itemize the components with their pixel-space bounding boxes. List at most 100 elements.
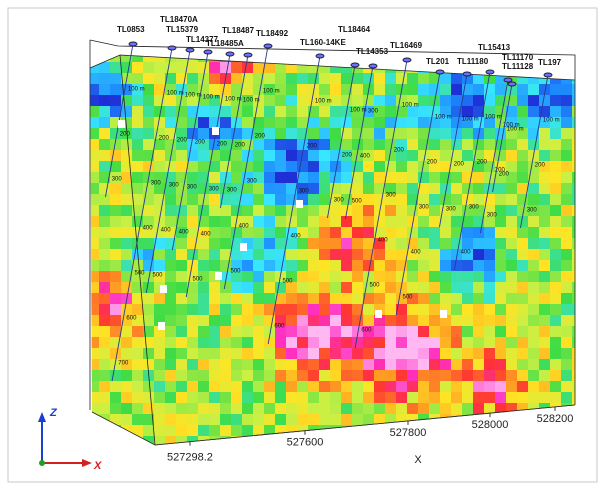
voxel [165,73,177,85]
x-tick-label: 528000 [472,419,509,431]
voxel [429,359,441,371]
drillhole-trace [111,47,173,382]
voxel [341,139,353,151]
voxel [154,205,166,217]
voxel [506,282,518,294]
voxel [264,172,276,184]
voxel [429,227,441,239]
voxel [572,260,575,272]
voxel [473,205,485,217]
voxel [275,161,287,173]
voxel [451,392,463,404]
voxel [550,139,562,151]
voxel [363,392,375,404]
voxel [396,282,408,294]
voxel [473,106,485,118]
voxel [99,403,111,415]
x-axis-title: X [414,454,422,466]
voxel [132,62,144,74]
voxel [374,249,386,261]
depth-label: 300 [299,189,310,195]
voxel [561,304,573,316]
voxel [110,194,122,206]
voxel [154,348,166,360]
depth-label: 300 [169,183,180,189]
voxel [550,381,562,393]
voxel [385,370,397,382]
voxel [528,73,540,85]
voxel [528,194,540,206]
voxel [132,55,144,63]
voxel [528,315,540,327]
voxel [550,337,562,349]
voxel [110,227,122,239]
collar [128,41,138,47]
voxel [462,150,474,162]
voxel [550,128,562,140]
voxel [90,205,100,217]
voxel [132,238,144,250]
voxel [264,128,276,140]
voxel [165,260,177,272]
voxel [517,117,529,129]
voxel [396,359,408,371]
voxel [440,106,452,118]
voxel [275,271,287,283]
voxel [154,271,166,283]
voxel [363,172,375,184]
voxel [132,315,144,327]
voxel [121,260,133,272]
voxel [110,392,122,404]
voxel [187,381,199,393]
voxel [352,139,364,151]
voxel [363,150,375,162]
voxel [572,84,575,96]
voxel [539,139,551,151]
voxel [121,370,133,382]
voxel [484,84,496,96]
voxel [385,359,397,371]
voxel [121,238,133,250]
voxel [275,183,287,195]
voxel [418,403,430,415]
voxel [286,293,298,305]
voxel [110,414,122,426]
voxel [396,249,408,261]
voxel [374,326,386,338]
voxel [90,117,100,129]
voxel [90,403,100,415]
voxel [352,172,364,184]
voxel [253,337,265,349]
voxel [517,150,529,162]
voxel [165,337,177,349]
voxel [253,183,265,195]
voxel [517,260,529,272]
voxel [90,381,100,393]
voxel [561,227,573,239]
voxel [275,205,287,217]
hole-label: TL11180 [457,57,489,66]
voxel [143,359,155,371]
voxel [550,370,562,382]
voxel [264,370,276,382]
hole-label: TL14353 [356,47,389,56]
voxel [407,348,419,360]
hole-label: TL18485A [206,39,244,48]
depth-label: 400 [161,228,172,234]
voxel [407,205,419,217]
voxel [286,106,298,118]
voxel [220,117,232,129]
voxel [374,106,386,118]
voxel [341,403,353,415]
voxel [341,260,353,272]
collar [402,57,412,63]
voxel [440,95,452,107]
voxel [90,370,100,382]
voxel [154,337,166,349]
voxel [495,161,507,173]
voxel [132,271,144,283]
voxel [418,359,430,371]
voxel [110,117,122,129]
depth-label: 200 [499,172,510,178]
voxel [550,249,562,261]
